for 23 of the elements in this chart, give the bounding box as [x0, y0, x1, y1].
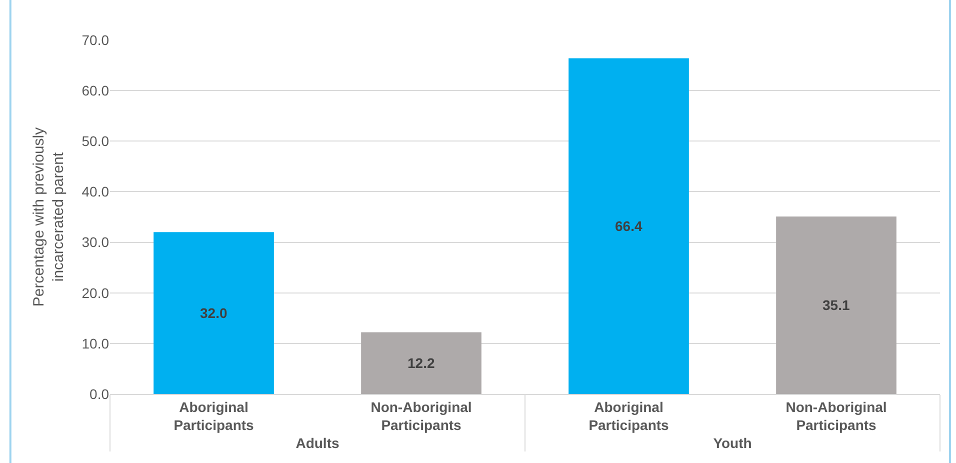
- bar: [568, 58, 689, 394]
- text: Youth: [713, 435, 752, 451]
- data-label: 32.0: [200, 305, 228, 322]
- y-tick-label: 70.0: [82, 32, 110, 48]
- bar: [154, 232, 274, 394]
- y-tick-label: 0.0: [90, 386, 110, 402]
- x-tick-label: Aboriginal Participants: [588, 398, 670, 433]
- y-tick-label: 20.0: [82, 284, 110, 301]
- y-tick-label: 60.0: [82, 82, 110, 98]
- x-tick-label: Non-Aboriginal Participants: [786, 398, 887, 433]
- y-tick-label: 30.0: [82, 234, 110, 250]
- y-tick-label: 40.0: [82, 184, 110, 200]
- text: Adults: [296, 435, 340, 451]
- bar: [361, 332, 482, 394]
- data-label: 35.1: [822, 297, 850, 314]
- x-tick-label: Aboriginal Participants: [174, 398, 254, 433]
- bar: [776, 216, 896, 394]
- x-tick-label: Non-Aboriginal Participants: [370, 398, 472, 433]
- y-tick-label: 10.0: [82, 335, 110, 352]
- data-label: 66.4: [615, 218, 642, 234]
- y-axis-title: Percentage with previously incarcerated parent: [30, 126, 67, 307]
- y-tick-label: 50.0: [82, 133, 110, 150]
- data-label: 12.2: [408, 355, 435, 372]
